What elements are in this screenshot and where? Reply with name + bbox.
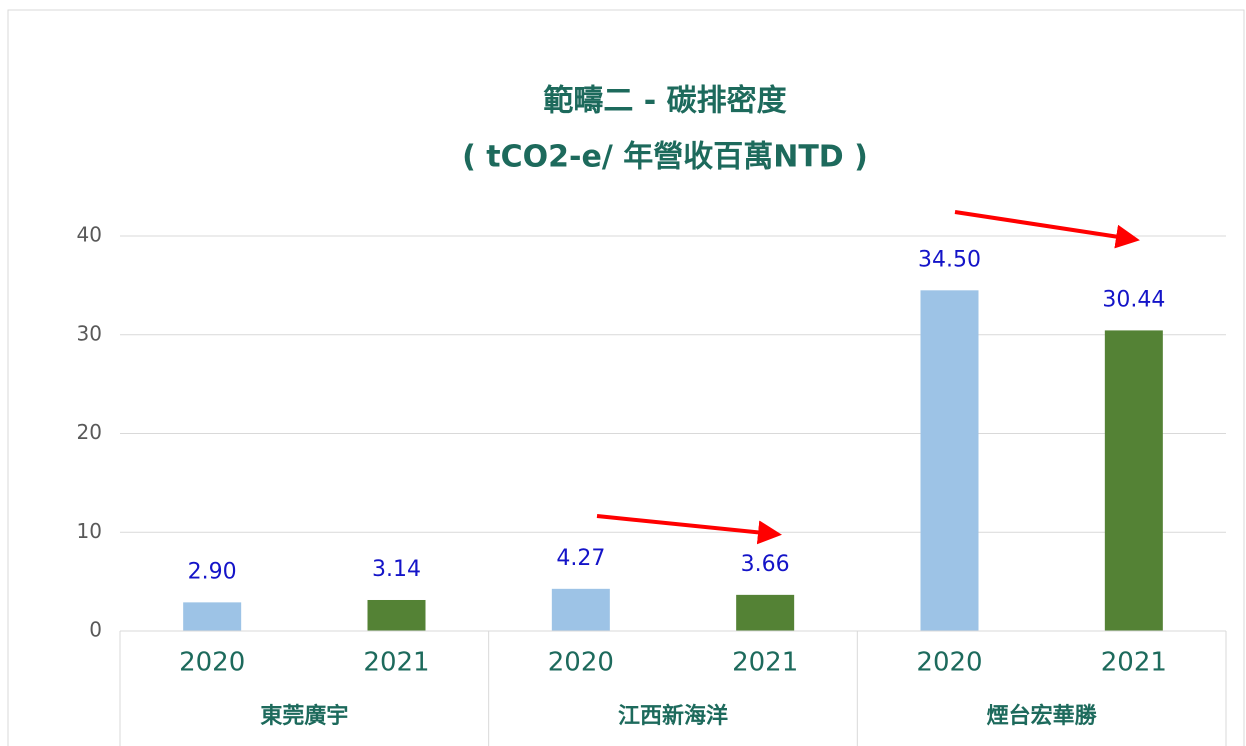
chart-border bbox=[7, 9, 1245, 746]
x-tick-label: 2020 bbox=[179, 648, 245, 678]
bar bbox=[551, 588, 610, 631]
bar bbox=[183, 602, 242, 631]
arrow bbox=[954, 210, 1140, 249]
bar bbox=[367, 599, 426, 631]
data-label: 2.90 bbox=[188, 559, 237, 584]
group-label: 煙台宏華勝 bbox=[987, 703, 1098, 729]
plot: 0 10 20 30 40 2020 2.90 2021 3.14 2020 4.27 2021 3.6… bbox=[77, 223, 1227, 746]
x-tick-label: 2021 bbox=[1101, 648, 1167, 678]
x-tick-label: 2021 bbox=[363, 648, 429, 678]
bar bbox=[736, 594, 795, 631]
bar bbox=[920, 290, 979, 631]
data-label: 30.44 bbox=[1102, 287, 1165, 312]
y-tick-label: 40 bbox=[77, 223, 102, 247]
chart-subtitle: ( tCO2-e/ 年營收百萬NTD ) bbox=[462, 140, 868, 175]
x-tick-label: 2021 bbox=[732, 648, 798, 678]
data-label: 34.50 bbox=[918, 247, 981, 272]
group-label: 東莞廣宇 bbox=[260, 703, 348, 729]
data-label: 3.14 bbox=[372, 557, 421, 582]
chart-title: 範疇二 - 碳排密度 bbox=[543, 84, 786, 119]
bar bbox=[1104, 330, 1163, 631]
data-label: 4.27 bbox=[556, 546, 605, 571]
x-tick-label: 2020 bbox=[916, 648, 982, 678]
y-tick-label: 10 bbox=[77, 519, 102, 543]
y-tick-label: 20 bbox=[77, 420, 102, 444]
y-tick-label: 30 bbox=[77, 321, 102, 345]
group-label: 江西新海洋 bbox=[618, 703, 728, 729]
data-label: 3.66 bbox=[741, 552, 790, 577]
arrow bbox=[596, 514, 782, 545]
x-tick-label: 2020 bbox=[548, 648, 614, 678]
y-tick-label: 0 bbox=[89, 618, 102, 642]
